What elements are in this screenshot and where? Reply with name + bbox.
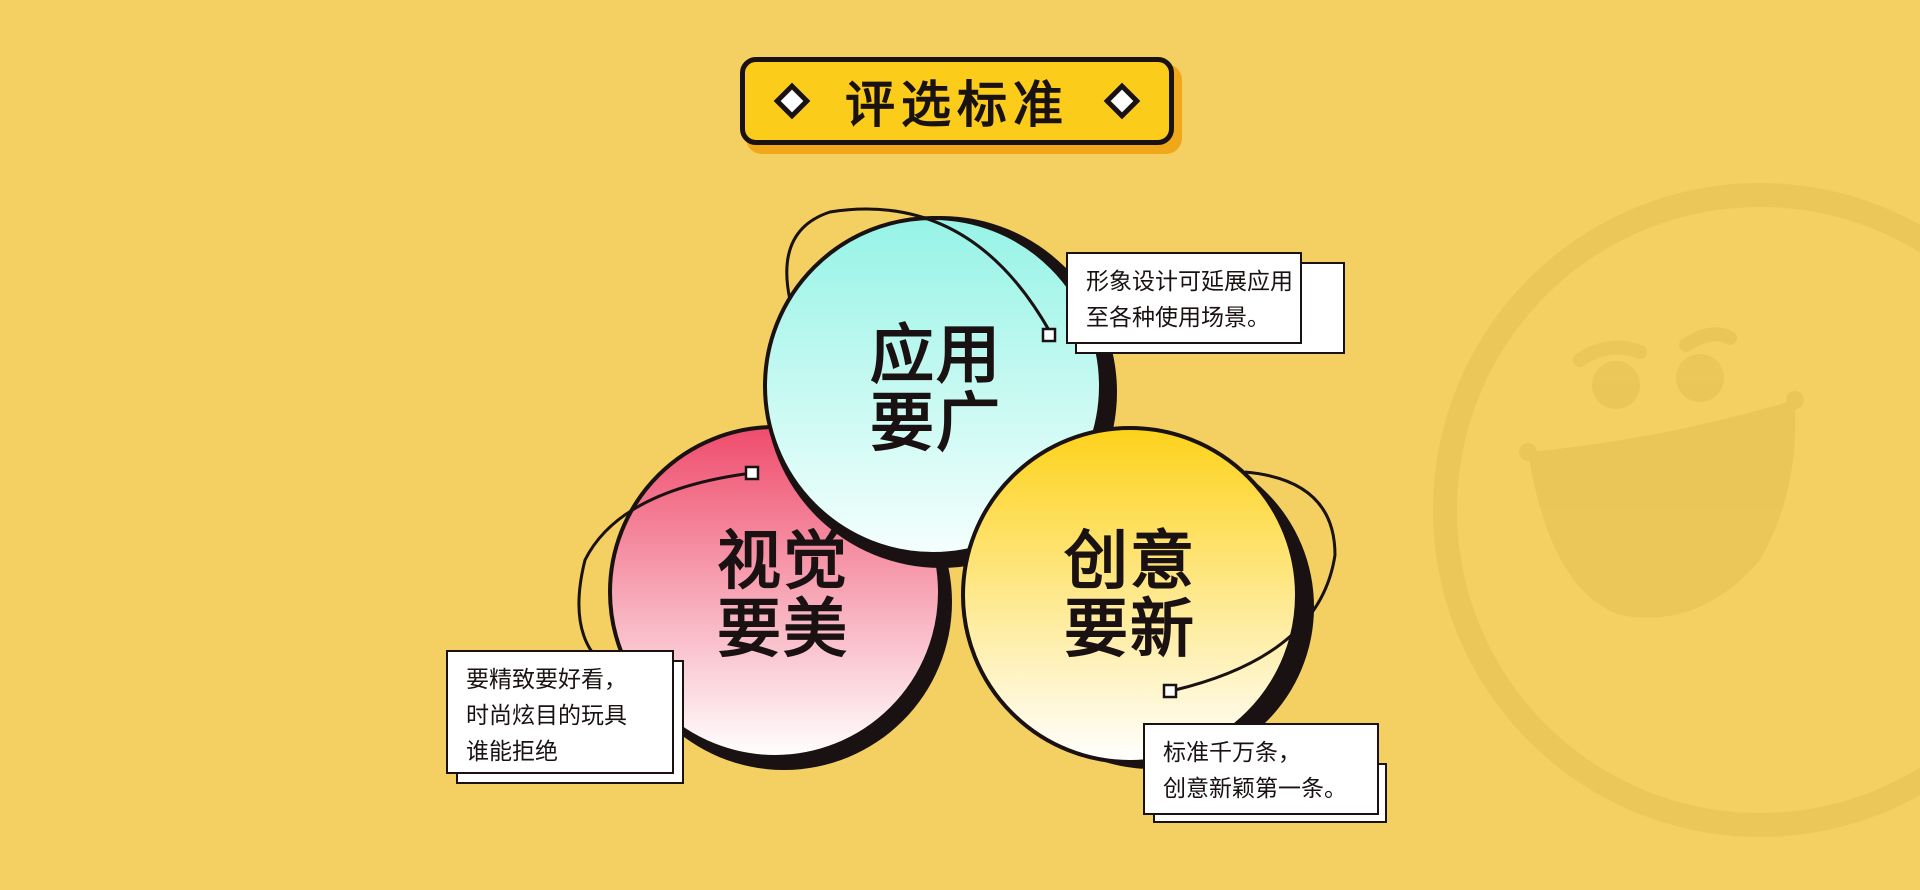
- creative-line2: 要新: [1064, 593, 1196, 667]
- circle-label-creative: 创意 要新: [1064, 528, 1196, 664]
- page-title: 评选标准: [845, 76, 1069, 134]
- application-line1: 应用: [870, 319, 1002, 393]
- connector-node-visual: [744, 465, 760, 481]
- creative-line1: 创意: [1064, 525, 1196, 599]
- note-visual-line1: 要精致要好看，: [466, 667, 627, 693]
- note-visual-line2: 时尚炫目的玩具: [466, 703, 627, 729]
- note-application-line2: 至各种使用场景。: [1086, 305, 1270, 331]
- note-visual: 要精致要好看， 时尚炫目的玩具 谁能拒绝: [446, 650, 686, 786]
- title-banner: 评选标准: [740, 57, 1174, 145]
- circle-label-visual: 视觉 要美: [717, 528, 849, 664]
- note-creative: 标准千万条， 创意新颖第一条。: [1143, 723, 1389, 825]
- note-application-line1: 形象设计可延展应用: [1086, 269, 1293, 295]
- note-application: 形象设计可延展应用 至各种使用场景。: [1066, 252, 1346, 356]
- visual-line2: 要美: [717, 593, 849, 667]
- note-visual-line3: 谁能拒绝: [466, 739, 558, 765]
- circle-creative: [961, 426, 1337, 769]
- note-creative-line1: 标准千万条，: [1163, 740, 1301, 766]
- connector-node-application: [1041, 327, 1057, 343]
- circle-label-application: 应用 要广: [870, 322, 1002, 458]
- visual-line1: 视觉: [717, 525, 849, 599]
- application-line2: 要广: [870, 387, 1002, 461]
- note-creative-line2: 创意新颖第一条。: [1163, 776, 1347, 802]
- connector-node-creative: [1162, 683, 1178, 699]
